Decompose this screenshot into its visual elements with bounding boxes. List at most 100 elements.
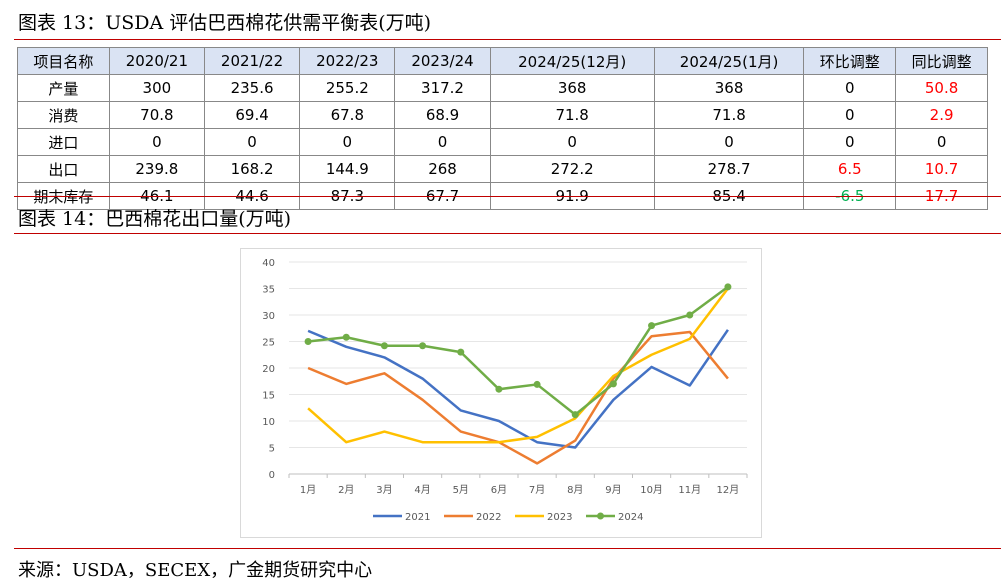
table-cell: 70.8 [108, 101, 205, 129]
column-header: 2024/25(12月) [489, 47, 655, 75]
table-cell: 239.8 [108, 155, 205, 183]
data-point-2024 [495, 385, 503, 393]
series-line-2023 [307, 287, 729, 444]
table-cell: 0 [203, 128, 301, 156]
y-tick-label: 20 [262, 364, 275, 375]
y-tick-label: 10 [262, 417, 275, 428]
column-header: 2024/25(1月) [653, 47, 805, 75]
table-cell: 6.5 [803, 155, 897, 183]
data-point-2024 [342, 333, 350, 341]
table-cell: 278.7 [653, 155, 805, 183]
table-cell: 0 [653, 128, 805, 156]
data-point-2024 [380, 342, 388, 350]
column-header: 项目名称 [17, 47, 110, 75]
data-point-2024 [648, 322, 656, 330]
table-cell: 300 [108, 74, 205, 102]
y-tick-label: 40 [262, 258, 275, 269]
column-header: 2021/22 [203, 47, 301, 75]
y-tick-label: 15 [262, 391, 275, 402]
x-tick-label: 5月 [453, 484, 469, 496]
table-cell: 235.6 [203, 74, 301, 102]
table-cell: 0 [108, 128, 205, 156]
data-point-2024 [609, 380, 617, 388]
table-cell: 168.2 [203, 155, 301, 183]
table-row: 消费 70.8 69.4 67.8 68.9 71.8 71.8 0 2.9 [17, 101, 988, 129]
chart-title: 图表 14：巴西棉花出口量(万吨) [18, 208, 292, 230]
column-header: 2023/24 [394, 47, 491, 75]
x-tick-label: 4月 [414, 484, 430, 496]
row-label: 出口 [17, 155, 110, 183]
line-chart: 0 5 10 15 20 25 30 35 40 1月 2月 3月 4月 5月 6月 7月 8月 9月 10月 11月… [262, 258, 748, 523]
x-tick-label: 2月 [338, 484, 354, 496]
source-note: 来源：USDA，SECEX，广金期货研究中心 [18, 560, 373, 581]
table-cell: 317.2 [394, 74, 491, 102]
x-tick-label: 7月 [529, 484, 545, 496]
x-tick-label: 1月 [300, 484, 316, 496]
table-row: 出口 239.8 168.2 144.9 268 272.2 278.7 6.5 10.7 [17, 155, 988, 183]
table-cell: 0 [489, 128, 655, 156]
table-cell: 268 [394, 155, 491, 183]
table-cell: 272.2 [489, 155, 655, 183]
x-tick-label: 9月 [605, 484, 621, 496]
legend-label: 2024 [618, 512, 643, 523]
row-label: 消费 [17, 101, 110, 129]
table-cell: 10.7 [895, 155, 988, 183]
data-point-2024 [419, 342, 427, 350]
y-tick-label: 35 [262, 285, 275, 296]
data-point-2024 [304, 338, 312, 345]
table-cell: 0 [803, 128, 897, 156]
legend-label: 2021 [405, 512, 430, 523]
data-point-2024 [686, 311, 694, 319]
data-point-2024 [724, 283, 732, 291]
column-header: 同比调整 [895, 47, 988, 75]
x-tick-label: 12月 [717, 484, 740, 496]
table-cell: 368 [489, 74, 655, 102]
balance-table: 项目名称 2020/21 2021/22 2022/23 2023/24 2024/25(… [17, 47, 988, 210]
table-cell: 71.8 [489, 101, 655, 129]
series-line-2021 [307, 329, 729, 449]
x-tick-label: 11月 [678, 484, 701, 496]
table-cell: 69.4 [203, 101, 301, 129]
divider [14, 196, 1001, 197]
legend-label: 2022 [476, 512, 501, 523]
divider [14, 548, 1001, 549]
table-cell: 2.9 [895, 101, 988, 129]
column-header: 2020/21 [108, 47, 205, 75]
table-cell: 0 [803, 74, 897, 102]
x-tick-label: 6月 [491, 484, 507, 496]
x-tick-label: 10月 [640, 484, 663, 496]
row-label: 进口 [17, 128, 110, 156]
data-point-2024 [457, 348, 465, 356]
y-tick-label: 25 [262, 338, 275, 349]
x-tick-label: 8月 [567, 484, 583, 496]
table-cell: 0 [803, 101, 897, 129]
column-header: 2022/23 [299, 47, 396, 75]
y-tick-label: 30 [262, 311, 275, 322]
table-cell: 50.8 [895, 74, 988, 102]
data-point-2024 [533, 380, 541, 388]
table-cell: 67.8 [299, 101, 396, 129]
table-title: 图表 13：USDA 评估巴西棉花供需平衡表(万吨) [18, 12, 432, 34]
legend-label: 2023 [547, 512, 572, 523]
series-line-2022 [307, 330, 729, 465]
divider [14, 39, 1001, 40]
table-cell: 368 [653, 74, 805, 102]
table-cell: 0 [299, 128, 396, 156]
legend-marker [597, 512, 604, 520]
data-point-2024 [571, 411, 579, 419]
row-label: 产量 [17, 74, 110, 102]
y-tick-label: 0 [269, 470, 275, 481]
table-cell: 0 [895, 128, 988, 156]
table-cell: 0 [394, 128, 491, 156]
table-row: 产量 300 235.6 255.2 317.2 368 368 0 50.8 [17, 74, 988, 102]
table-cell: 68.9 [394, 101, 491, 129]
chart-area: 0 5 10 15 20 25 30 35 40 1月 2月 3月 4月 5月 6月 7月 8月 9月 10月 11月… [240, 248, 762, 538]
y-tick-label: 5 [269, 444, 275, 455]
table-cell: 71.8 [653, 101, 805, 129]
series-line-2024 [307, 285, 729, 416]
divider [14, 233, 1001, 234]
x-tick-label: 3月 [376, 484, 392, 496]
column-header: 环比调整 [803, 47, 897, 75]
table-cell: 144.9 [299, 155, 396, 183]
table-row: 进口 0 0 0 0 0 0 0 0 [17, 128, 988, 156]
